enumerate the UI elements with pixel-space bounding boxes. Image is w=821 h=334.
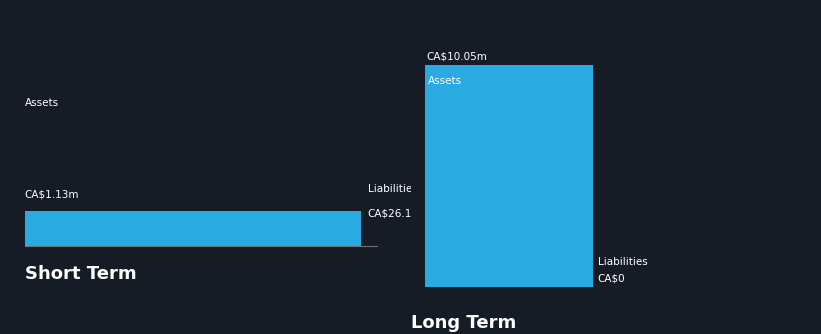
Text: Assets: Assets xyxy=(25,98,59,108)
Text: Liabilities: Liabilities xyxy=(598,257,648,267)
Text: CA$1.13m: CA$1.13m xyxy=(25,189,79,199)
Text: CA$10.05m: CA$10.05m xyxy=(426,51,487,61)
Text: Short Term: Short Term xyxy=(25,265,136,283)
Text: Liabilities: Liabilities xyxy=(368,183,417,193)
Text: Long Term: Long Term xyxy=(410,314,516,332)
Text: Assets: Assets xyxy=(429,76,462,86)
Bar xyxy=(25,211,361,246)
Text: CA$26.10k: CA$26.10k xyxy=(368,209,424,219)
Bar xyxy=(425,64,593,287)
Text: CA$0: CA$0 xyxy=(598,274,626,284)
